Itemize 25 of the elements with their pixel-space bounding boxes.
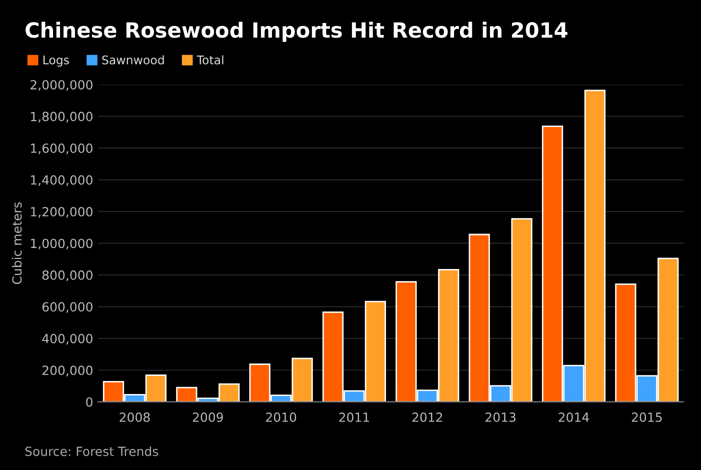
x-tick-label: 2011	[339, 412, 369, 422]
y-tick-label: 1,000,000	[31, 238, 92, 250]
legend-label: Total	[196, 55, 224, 64]
y-tick-label: 1,200,000	[31, 206, 92, 218]
x-tick-label: 2012	[412, 412, 442, 422]
y-tick-label: 1,400,000	[31, 175, 92, 186]
x-tick-label: 2009	[192, 412, 223, 422]
y-tick-label: 1,800,000	[31, 112, 92, 123]
y-tick-label: 2,000,000	[30, 80, 92, 91]
x-tick-label: 2010	[266, 412, 296, 422]
legend-label: Logs	[43, 56, 69, 67]
x-tick-label: 2013	[486, 412, 516, 422]
y-tick-label: 0	[86, 397, 92, 407]
x-tick-label: 2008	[120, 412, 150, 422]
y-axis-title: Cubic meters	[12, 202, 22, 284]
y-tick-label: 1,600,000	[31, 144, 92, 154]
y-tick-label: 800,000	[42, 270, 92, 282]
y-tick-label: 600,000	[42, 302, 92, 313]
x-tick-label: 2015	[632, 412, 662, 422]
y-tick-label: 400,000	[42, 334, 92, 345]
y-tick-label: 200,000	[42, 366, 92, 376]
legend-label: Sawnwood	[102, 55, 164, 64]
source-note: Source: Forest Trends	[25, 446, 158, 456]
x-tick-label: 2014	[558, 412, 589, 422]
chart-title: Chinese Rosewood Imports Hit Record in 2014	[26, 22, 568, 42]
